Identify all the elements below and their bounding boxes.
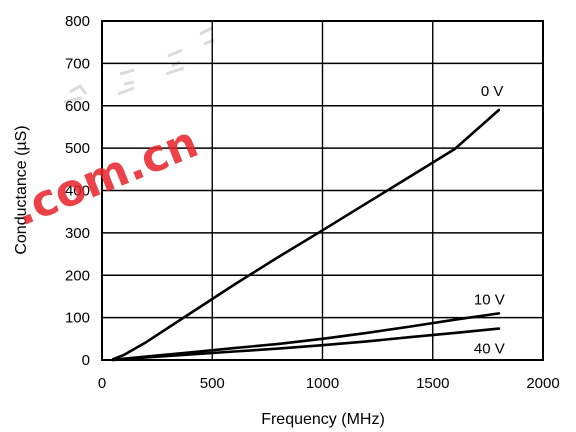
plot-frame [101, 20, 544, 361]
x-tick-label: 2000 [526, 375, 559, 392]
y-tick-label: 300 [65, 225, 90, 242]
axes [101, 20, 544, 361]
y-tick-label: 0 [82, 352, 90, 369]
series-line [111, 108, 501, 361]
series-lines [111, 108, 501, 362]
y-tick-label: 700 [65, 55, 90, 72]
x-tick-label: 1500 [416, 375, 449, 392]
y-tick-label: 200 [65, 267, 90, 284]
watermark-text: .com.cn [7, 117, 205, 237]
x-tick-label: 0 [98, 375, 106, 392]
y-tick-label: 400 [65, 183, 90, 200]
y-tick-label: 600 [65, 98, 90, 115]
y-tick-label: 500 [65, 140, 90, 157]
series-line [111, 327, 501, 362]
x-tick-labels: 0 500 1000 1500 2000 [98, 375, 560, 392]
y-tick-label: 800 [65, 13, 90, 30]
x-axis-title: Frequency (MHz) [261, 411, 385, 428]
series-label: 0 V [481, 83, 504, 100]
y-axis-title: Conductance (µS) [13, 125, 30, 254]
y-tick-label: 100 [65, 310, 90, 327]
y-tick-labels: 0 100 200 300 400 500 600 700 800 [65, 13, 90, 369]
x-tick-label: 1000 [306, 375, 339, 392]
series-line [111, 312, 501, 362]
series-labels: 0 V 10 V 40 V [474, 83, 505, 358]
series-label: 40 V [474, 341, 505, 358]
x-tick-label: 500 [200, 375, 225, 392]
series-label: 10 V [474, 291, 505, 308]
